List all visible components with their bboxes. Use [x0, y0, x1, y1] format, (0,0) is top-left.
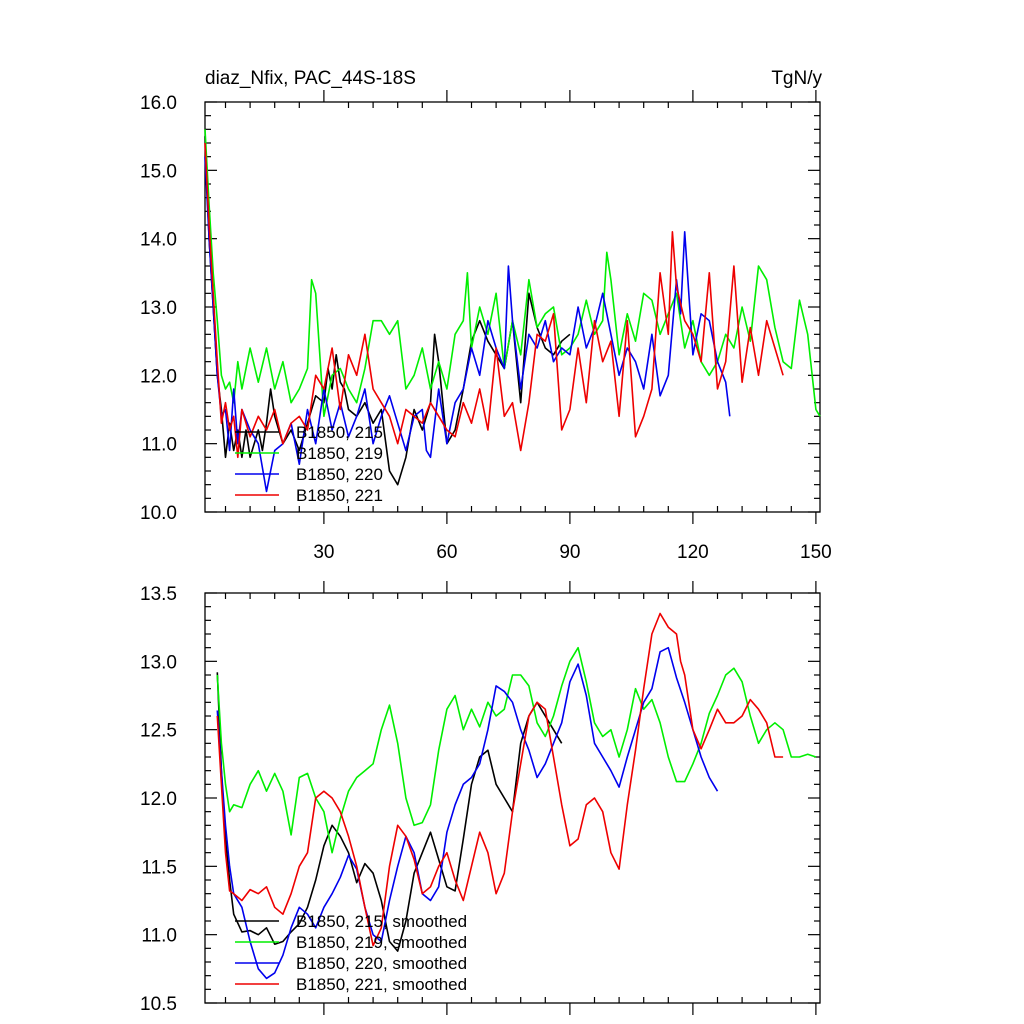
- y-tick-label: 10.5: [140, 994, 177, 1015]
- x-tick-label: 120: [677, 542, 709, 563]
- x-tick-label: 90: [559, 542, 580, 563]
- series-line-4: [216, 612, 784, 947]
- legend-label-3: B1850, 220, smoothed: [296, 954, 467, 973]
- y-tick-label: 10.0: [140, 503, 177, 524]
- x-tick-label: 60: [436, 542, 457, 563]
- y-tick-label: 12.0: [140, 789, 177, 810]
- y-tick-label: 13.0: [140, 298, 177, 319]
- legend-label-2: B1850, 219: [296, 444, 383, 463]
- series-line-1: [216, 672, 563, 952]
- y-tick-label: 12.0: [140, 366, 177, 387]
- x-tick-label: 150: [800, 542, 832, 563]
- legend-label-1: B1850, 215, smoothed: [296, 912, 467, 931]
- y-tick-label: 11.0: [141, 435, 177, 456]
- chart-title: diaz_Nfix, PAC_44S-18S: [205, 68, 416, 89]
- units-label: TgN/y: [771, 68, 822, 89]
- series-line-3: [204, 156, 731, 493]
- legend-label-4: B1850, 221: [296, 486, 383, 505]
- series-line-3: [216, 646, 719, 980]
- y-tick-label: 16.0: [140, 93, 177, 114]
- bottom-panel-smoothed: 10.5 11.0 11.5 12.0 12.5 13.0 13.5 B1850, 215, …: [140, 581, 821, 1015]
- legend-label-3: B1850, 220: [296, 465, 383, 484]
- series-line-2: [204, 129, 821, 418]
- series-line-1: [204, 136, 571, 486]
- series-line-2: [216, 646, 817, 854]
- y-tick-label: 11.5: [141, 857, 177, 878]
- y-tick-label: 12.5: [140, 721, 177, 742]
- series-line-4: [204, 142, 784, 459]
- top-panel-raw: diaz_Nfix, PAC_44S-18S TgN/y 10.0 11.0 12.…: [140, 68, 832, 563]
- y-tick-label: 15.0: [140, 161, 177, 182]
- x-tick-label: 30: [313, 542, 334, 563]
- y-tick-label: 11.0: [141, 926, 177, 947]
- legend-label-2: B1850, 219, smoothed: [296, 933, 467, 952]
- y-tick-label: 14.0: [140, 230, 177, 251]
- y-tick-label: 13.5: [140, 584, 177, 605]
- legend-label-1: B1850, 215: [296, 423, 383, 442]
- legend-label-4: B1850, 221, smoothed: [296, 975, 467, 994]
- y-tick-label: 13.0: [140, 652, 177, 673]
